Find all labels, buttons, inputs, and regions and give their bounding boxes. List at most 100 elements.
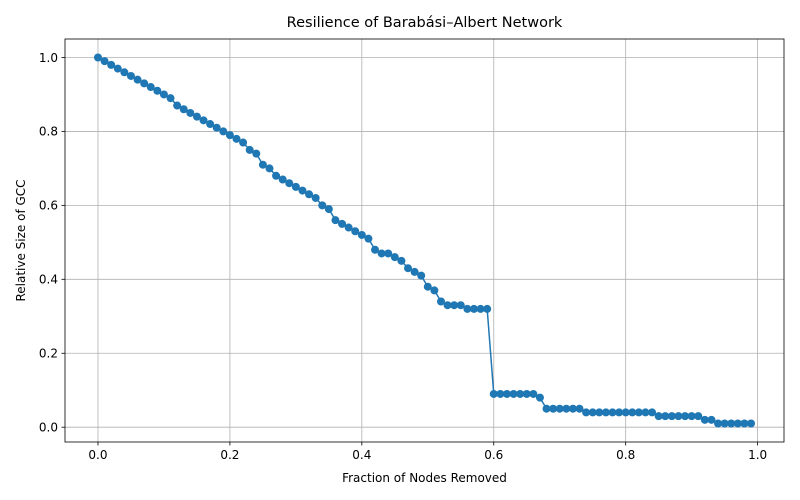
data-point <box>476 304 485 313</box>
data-point <box>357 230 366 239</box>
data-point <box>232 134 241 143</box>
grid-lines <box>65 39 784 442</box>
y-tick-label: 1.0 <box>39 51 58 65</box>
data-point <box>733 419 742 428</box>
x-tick-label: 0.2 <box>220 448 239 462</box>
data-point <box>747 419 756 428</box>
data-point <box>463 304 472 313</box>
data-point <box>456 301 465 310</box>
data-point <box>258 160 267 169</box>
data-point <box>588 408 597 417</box>
data-point <box>417 271 426 280</box>
data-point <box>107 60 116 69</box>
data-point <box>166 94 175 103</box>
data-point <box>661 412 670 421</box>
data-point <box>199 116 208 125</box>
data-point <box>239 138 248 147</box>
data-point <box>285 179 294 188</box>
data-point <box>430 286 439 295</box>
data-point <box>707 415 716 424</box>
data-point <box>450 301 459 310</box>
data-point <box>621 408 630 417</box>
data-point <box>483 304 492 313</box>
data-point <box>278 175 287 184</box>
data-point <box>608 408 617 417</box>
data-point <box>298 186 307 195</box>
data-point <box>126 71 135 80</box>
data-point <box>516 389 525 398</box>
data-point <box>720 419 729 428</box>
data-point <box>714 419 723 428</box>
data-point <box>265 164 274 173</box>
data-point <box>120 68 129 77</box>
data-point <box>667 412 676 421</box>
data-point <box>311 193 320 202</box>
data-point <box>529 389 538 398</box>
data-point <box>344 223 353 232</box>
plot-frame <box>64 38 785 443</box>
data-point <box>634 408 643 417</box>
data-point <box>436 297 445 306</box>
data-point <box>522 389 531 398</box>
data-point <box>562 404 571 413</box>
data-point <box>404 264 413 273</box>
data-point <box>489 389 498 398</box>
data-point <box>681 412 690 421</box>
data-point <box>219 127 228 136</box>
data-point <box>740 419 749 428</box>
data-point <box>146 83 155 92</box>
data-point <box>648 408 657 417</box>
y-tick-label: 0.0 <box>39 421 58 435</box>
data-point <box>140 79 149 88</box>
data-point <box>674 412 683 421</box>
axis-ticks: 0.0 0.2 0.4 0.6 0.8 1.0 0.0 0.2 0.4 0.6 0.8 1.0 <box>39 51 767 462</box>
data-point <box>305 190 314 199</box>
data-point <box>93 53 102 62</box>
y-axis-label: Relative Size of GCC <box>14 179 28 301</box>
data-point <box>700 415 709 424</box>
data-point <box>535 393 544 402</box>
x-axis-label: Fraction of Nodes Removed <box>342 471 507 485</box>
series-layer <box>93 53 756 428</box>
data-point <box>601 408 610 417</box>
data-point <box>371 245 380 254</box>
data-point <box>113 64 122 73</box>
data-point <box>542 404 551 413</box>
data-point <box>291 182 300 191</box>
data-point <box>496 389 505 398</box>
data-point <box>502 389 511 398</box>
data-point <box>225 131 234 140</box>
data-point <box>397 256 406 265</box>
data-point <box>179 105 188 114</box>
data-point <box>423 282 432 291</box>
data-point <box>549 404 558 413</box>
data-point <box>582 408 591 417</box>
data-point <box>654 412 663 421</box>
data-point <box>384 249 393 258</box>
data-point <box>338 219 347 228</box>
data-point <box>555 404 564 413</box>
data-point <box>687 412 696 421</box>
data-point <box>595 408 604 417</box>
data-point <box>410 267 419 276</box>
data-point <box>159 90 168 99</box>
x-tick-label: 0.0 <box>88 448 107 462</box>
data-point <box>252 149 261 158</box>
data-point <box>331 216 340 225</box>
y-tick-label: 0.8 <box>39 125 58 139</box>
data-point <box>575 404 584 413</box>
y-tick-label: 0.4 <box>39 273 58 287</box>
data-point <box>100 57 109 66</box>
x-tick-label: 0.8 <box>616 448 635 462</box>
data-point <box>568 404 577 413</box>
y-tick-label: 0.6 <box>39 199 58 213</box>
data-point <box>509 389 518 398</box>
data-point <box>443 301 452 310</box>
x-tick-label: 0.4 <box>352 448 371 462</box>
data-point <box>318 201 327 210</box>
data-point <box>173 101 182 110</box>
data-point <box>641 408 650 417</box>
data-point <box>324 205 333 214</box>
data-point <box>364 234 373 243</box>
